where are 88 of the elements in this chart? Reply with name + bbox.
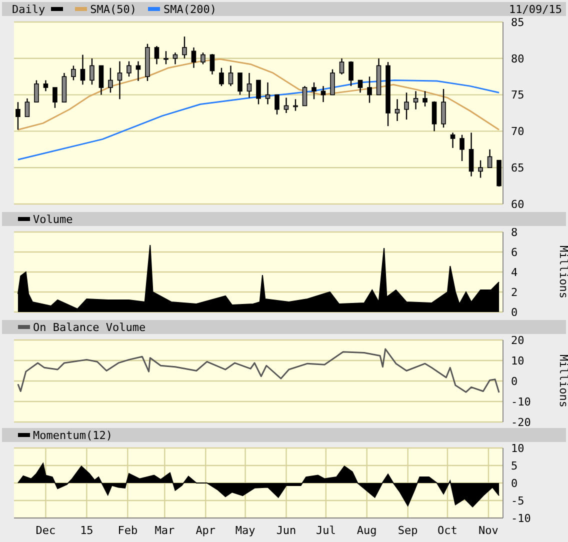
legend-label: On Balance Volume <box>33 320 146 334</box>
candlestick <box>34 80 39 103</box>
y-tick-label: -20 <box>511 416 531 429</box>
x-tick-label: Apr <box>196 524 216 537</box>
y-tick-label: -10 <box>511 512 531 525</box>
x-tick-label: Dec <box>36 524 56 537</box>
candlestick <box>238 72 242 96</box>
candlestick <box>274 94 280 116</box>
x-tick-label: Sep <box>398 524 418 537</box>
candlestick <box>164 50 168 65</box>
candlestick <box>71 65 76 81</box>
candlestick <box>172 52 178 65</box>
y-tick-label: -10 <box>511 395 531 408</box>
candlestick <box>117 60 122 100</box>
candlestick <box>487 148 492 168</box>
candlestick <box>339 58 344 76</box>
candlestick <box>284 97 289 114</box>
candlestick <box>404 92 409 120</box>
y-tick-label: 0 <box>511 374 518 388</box>
y-tick-label: -5 <box>511 494 524 508</box>
candlestick <box>312 82 316 100</box>
candlestick <box>210 53 215 76</box>
candlestick <box>43 80 48 92</box>
y-tick-label: 10 <box>511 354 524 368</box>
x-tick-label: Jun <box>276 524 296 537</box>
x-tick-label: May <box>235 524 256 537</box>
candlestick <box>228 65 234 87</box>
y-tick-label: 65 <box>511 162 524 175</box>
y-tick-label: 2 <box>511 286 518 299</box>
chart-title: Daily <box>12 2 46 16</box>
candlestick <box>293 98 298 112</box>
y-tick-label: 85 <box>511 16 524 29</box>
x-tick-label: Aug <box>356 524 377 537</box>
candlestick <box>302 85 308 106</box>
candlestick <box>16 101 20 130</box>
y-tick-label: 5 <box>511 459 518 472</box>
legend-label: Momentum(12) <box>33 428 112 442</box>
candlestick <box>182 36 187 59</box>
candlestick <box>432 100 437 132</box>
x-tick-label: Mar <box>154 524 175 537</box>
candlestick <box>450 132 456 149</box>
legend-label: Volume <box>33 212 73 226</box>
candlestick <box>246 72 252 98</box>
candlestick <box>256 80 261 105</box>
y-tick-label: 70 <box>511 125 524 138</box>
y-tick-label: 4 <box>511 266 518 279</box>
candlestick <box>200 52 206 65</box>
legend-label: SMA(50) <box>90 2 136 16</box>
candlestick <box>154 45 160 65</box>
candlestick <box>24 98 30 118</box>
y-tick-label: 0 <box>511 476 518 490</box>
candlestick <box>358 80 363 94</box>
legend-label: SMA(200) <box>163 2 216 16</box>
candlestick <box>98 65 104 96</box>
candlestick <box>52 86 58 109</box>
line-series <box>17 79 500 160</box>
y-tick-label: 10 <box>511 442 524 455</box>
candlestick <box>80 54 86 86</box>
x-tick-label: Jul <box>316 524 336 537</box>
candlestick <box>394 98 400 122</box>
x-tick-label: Oct <box>438 524 458 537</box>
candlestick <box>191 46 196 68</box>
y-tick-label: 80 <box>511 52 524 66</box>
y-tick-label: 60 <box>511 198 524 211</box>
candlestick <box>478 160 483 178</box>
y-tick-label: 20 <box>511 334 524 347</box>
candlestick <box>422 90 428 108</box>
candlestick <box>441 88 446 128</box>
candlestick <box>348 60 354 87</box>
x-tick-label: Nov <box>478 524 499 537</box>
candlestick <box>413 90 418 110</box>
candlestick <box>265 82 270 105</box>
y-tick-label: 0 <box>511 306 518 319</box>
x-tick-label: Feb <box>118 524 138 537</box>
candlestick <box>468 132 474 177</box>
x-tick-label: 15 <box>80 524 94 537</box>
candlestick <box>330 68 335 96</box>
candlestick <box>367 76 372 104</box>
candlestick <box>126 60 132 78</box>
y-tick-label: 8 <box>511 226 518 239</box>
y-tick-label: 6 <box>511 246 518 259</box>
text: 11/09/15 <box>509 2 562 16</box>
line-series <box>17 348 500 394</box>
candlestick <box>108 67 113 94</box>
candlestick <box>90 58 94 86</box>
y-tick-label: 75 <box>511 88 524 102</box>
candlestick <box>219 67 224 87</box>
candlestick <box>460 134 464 162</box>
